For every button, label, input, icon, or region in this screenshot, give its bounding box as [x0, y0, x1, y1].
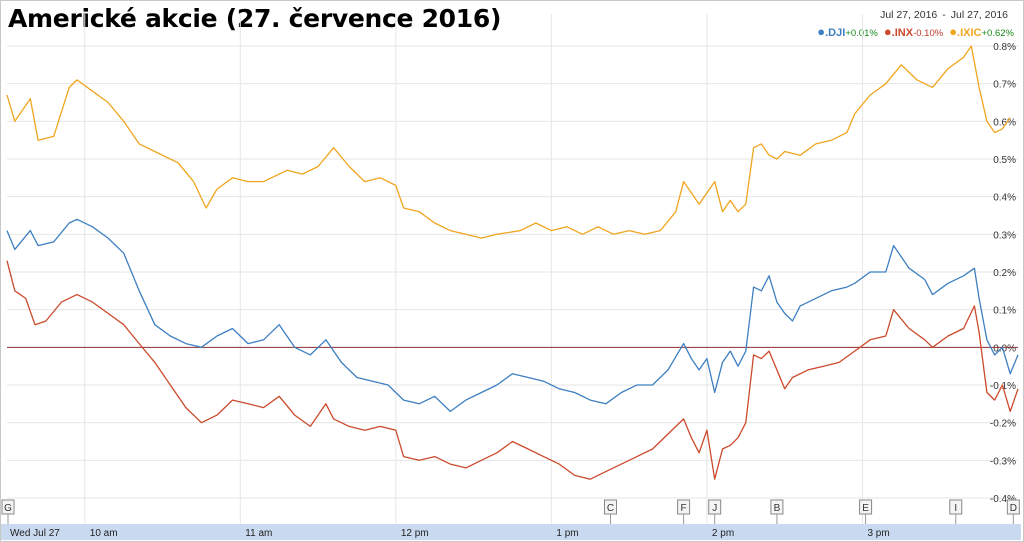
event-marker-label: J — [712, 503, 717, 514]
date-range-to: Jul 27, 2016 — [950, 9, 1008, 21]
legend-change: -0.10% — [913, 28, 944, 39]
legend-change: +0.01% — [845, 28, 878, 39]
y-tick-label: 0.3% — [993, 230, 1016, 241]
event-marker-flag — [770, 499, 784, 515]
legend-dot-icon: ● — [883, 24, 892, 39]
legend: ●.DJI+0.01% ●.INX-0.10% ●.IXIC+0.62% — [811, 24, 1014, 39]
event-marker-flag — [1, 499, 15, 515]
event-marker-label: E — [862, 503, 869, 514]
event-marker-flag — [1006, 499, 1020, 515]
x-tick-label: 11 am — [245, 528, 272, 539]
y-tick-label: 0.1% — [993, 306, 1016, 317]
legend-item-dji[interactable]: ●.DJI+0.01% — [817, 24, 878, 39]
event-marker-flag — [603, 499, 617, 515]
y-tick-label: 0.5% — [993, 155, 1016, 166]
legend-ticker: .DJI — [825, 27, 846, 39]
series-line-ixic — [6, 45, 1011, 239]
y-tick-label: 0.7% — [993, 80, 1016, 91]
legend-item-inx[interactable]: ●.INX-0.10% — [883, 24, 944, 39]
legend-ticker: .INX — [891, 27, 914, 39]
x-tick-label: 1 pm — [556, 528, 578, 539]
legend-ticker: .IXIC — [957, 27, 982, 39]
event-marker-label: F — [681, 503, 687, 514]
x-tick-label: 3 pm — [867, 528, 889, 539]
legend-dot-icon: ● — [949, 24, 958, 39]
event-marker-label: C — [607, 503, 614, 514]
event-marker-flag — [859, 499, 873, 515]
x-tick-label: 12 pm — [401, 528, 429, 539]
series-line-inx — [6, 260, 1019, 480]
date-range: Jul 27, 2016- Jul 27, 2016 — [880, 9, 1008, 21]
y-tick-label: 0.6% — [993, 117, 1016, 128]
time-axis-band — [1, 524, 1021, 540]
legend-change: +0.62% — [981, 28, 1015, 39]
legend-dot-icon: ● — [817, 24, 826, 39]
event-marker-flag — [677, 499, 691, 515]
y-tick-label: 0.2% — [993, 268, 1016, 279]
event-marker-flag — [949, 499, 963, 515]
y-tick-label: -0.2% — [990, 419, 1016, 430]
event-marker-flag — [708, 499, 722, 515]
event-marker-label: D — [1010, 503, 1017, 514]
x-tick-label: 10 am — [90, 528, 118, 539]
y-tick-label: 0.4% — [993, 193, 1016, 204]
y-tick-label: 0.0% — [993, 343, 1016, 354]
chart-title: Americké akcie (27. července 2016) — [8, 4, 502, 33]
x-tick-label: 2 pm — [712, 528, 734, 539]
event-marker-label: I — [954, 503, 957, 514]
legend-item-ixic[interactable]: ●.IXIC+0.62% — [949, 24, 1015, 39]
event-marker-label: B — [774, 503, 781, 514]
series-line-dji — [6, 218, 1019, 413]
y-tick-label: -0.3% — [990, 456, 1016, 467]
y-tick-label: -0.4% — [990, 494, 1016, 505]
x-tick-label: Wed Jul 27 — [10, 528, 60, 539]
event-marker-label: G — [4, 503, 12, 514]
date-range-from: Jul 27, 2016 — [880, 9, 938, 21]
y-tick-label: 0.8% — [993, 42, 1016, 53]
date-range-separator: - — [942, 9, 946, 21]
